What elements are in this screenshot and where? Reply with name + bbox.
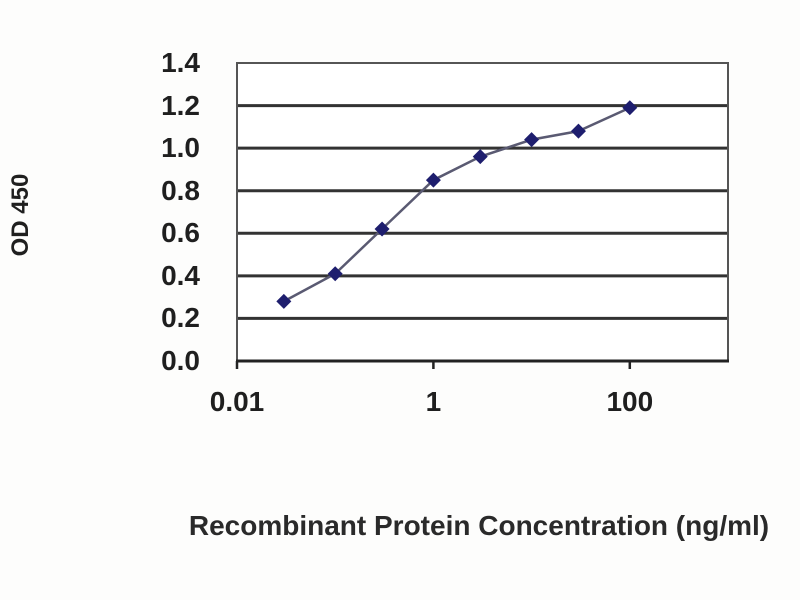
y-axis-title: OD 450 [7, 173, 34, 257]
y-tick-label: 0.0 [161, 345, 200, 376]
x-tick-label: 100 [606, 386, 654, 417]
y-tick-label: 0.6 [161, 217, 200, 249]
data-point-marker [524, 132, 540, 148]
data-point-marker [374, 221, 390, 237]
y-tick-label: 0.8 [161, 174, 200, 206]
y-tick-label: 1.4 [161, 47, 200, 78]
data-point-marker [425, 172, 441, 188]
plot-area [235, 62, 729, 369]
series-line [283, 106, 631, 303]
y-tick-label: 0.2 [161, 302, 200, 334]
data-point-marker [570, 123, 586, 139]
data-point-marker [472, 149, 488, 165]
x-axis-title: Recombinant Protein Concentration (ng/ml… [188, 510, 770, 541]
data-point-marker [276, 293, 292, 309]
y-tick-label: 1.0 [161, 132, 200, 164]
x-tick-label: 0.01 [209, 386, 265, 417]
y-tick-label: 1.2 [161, 89, 200, 121]
y-tick-label: 0.4 [161, 259, 200, 291]
plot-background [237, 63, 728, 361]
data-point-marker [327, 266, 343, 282]
x-tick-label: 1 [425, 386, 442, 417]
data-point-marker [622, 100, 638, 116]
